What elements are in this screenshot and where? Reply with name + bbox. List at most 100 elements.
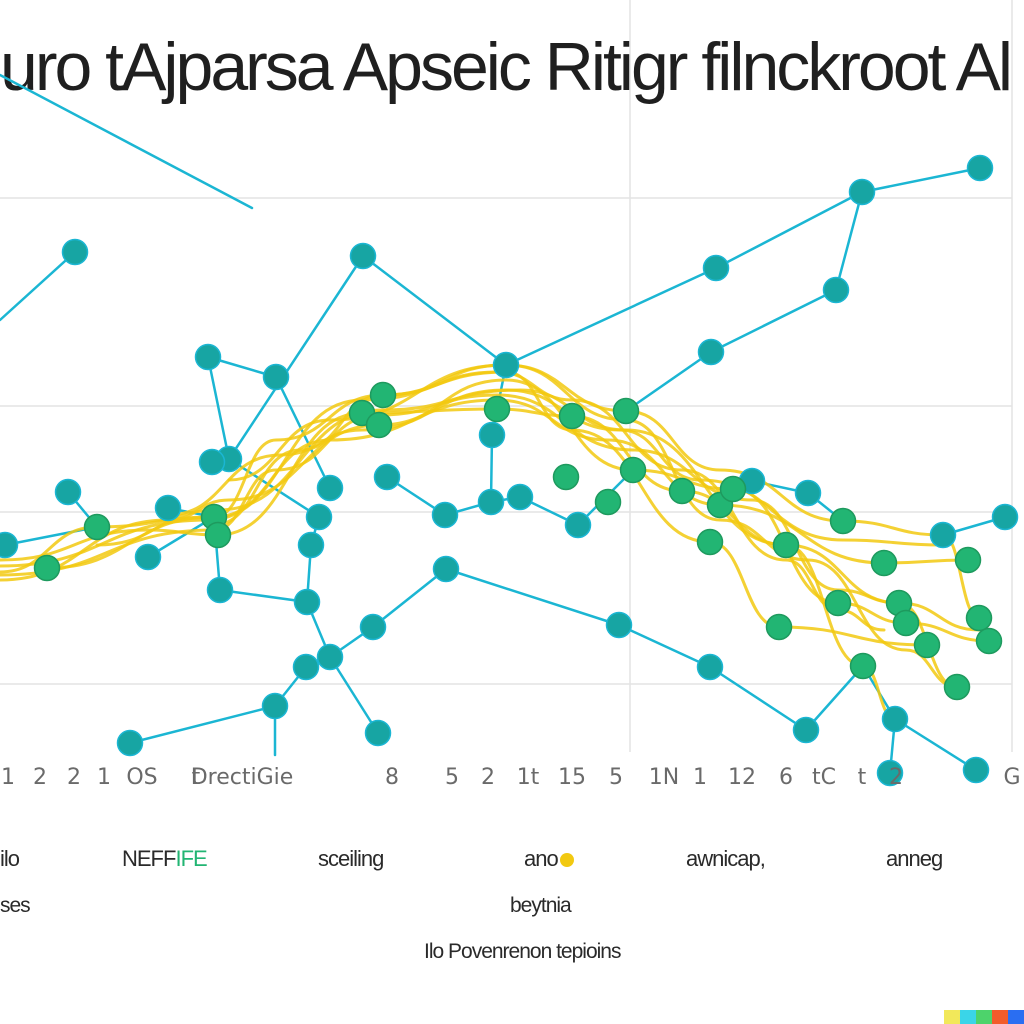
cyan-node	[297, 531, 325, 559]
green-node	[829, 507, 857, 535]
cyan-edge	[361, 254, 508, 367]
legend-item-4-label: ano	[524, 846, 559, 871]
legend-item-5: awnicap,	[686, 846, 766, 871]
cyan-edge	[708, 665, 808, 732]
x-tick-label: 1t	[517, 765, 540, 790]
legend-item-3: sceiling	[318, 846, 384, 871]
legend-item-6: anneg	[886, 846, 943, 871]
cyan-node	[431, 501, 459, 529]
cyan-node	[316, 643, 344, 671]
x-tick-label: 1	[693, 765, 707, 790]
green-node	[365, 411, 393, 439]
cyan-node	[492, 351, 520, 379]
cyan-node	[848, 178, 876, 206]
cyan-edge	[206, 355, 231, 461]
green-node	[696, 528, 724, 556]
green-node	[719, 475, 747, 503]
green-node	[892, 609, 920, 637]
cyan-edge	[227, 254, 365, 461]
green-nodes	[33, 381, 1003, 701]
cyan-edge	[834, 190, 864, 292]
cyan-edge	[617, 623, 712, 669]
x-tick-label: t	[858, 765, 867, 790]
green-node	[558, 402, 586, 430]
color-swatches	[944, 1010, 1024, 1024]
cyan-node	[206, 576, 234, 604]
legend-item-2-accent: IFE	[175, 846, 207, 871]
cyan-node	[794, 479, 822, 507]
cyan-edge	[328, 655, 380, 735]
legend-item-2-label: NEFF	[122, 846, 176, 871]
chart-footer: Ilo Povenrenon tepioins	[424, 940, 621, 963]
green-node	[612, 397, 640, 425]
x-tick-label: 2	[33, 765, 47, 790]
legend-item-1: ilo	[0, 846, 20, 871]
cyan-node	[359, 613, 387, 641]
x-tick-label: 5	[445, 765, 459, 790]
cyan-node	[0, 531, 19, 559]
cyan-node	[116, 729, 144, 757]
cyan-node	[134, 543, 162, 571]
cyan-edge	[714, 190, 864, 270]
cyan-edge	[504, 266, 718, 367]
cyan-edge	[0, 73, 254, 210]
cyan-node	[991, 503, 1019, 531]
swatch	[960, 1010, 976, 1024]
yellow-path	[166, 388, 945, 547]
x-tick-label: 15	[558, 765, 586, 790]
cyan-edge	[128, 704, 277, 745]
cyan-node	[61, 238, 89, 266]
cyan-node	[194, 343, 222, 371]
cyan-node	[564, 511, 592, 539]
yellow-path	[45, 398, 970, 570]
green-node	[954, 546, 982, 574]
cyan-node	[349, 242, 377, 270]
legend-item-2: NEFFIFE	[122, 846, 208, 872]
cyan-node	[373, 463, 401, 491]
green-node	[668, 477, 696, 505]
green-node	[33, 554, 61, 582]
green-node	[765, 613, 793, 641]
yellow-path	[0, 393, 981, 632]
x-tick-label: 1	[1, 765, 15, 790]
green-node	[870, 549, 898, 577]
cyan-edge	[804, 664, 865, 732]
cyan-edge	[709, 288, 838, 354]
cyan-node	[696, 653, 724, 681]
yellow-path	[0, 407, 959, 689]
x-tick-label: tC	[812, 765, 836, 790]
cyan-node	[292, 653, 320, 681]
legend-item-4: ano	[524, 846, 574, 872]
cyan-node	[198, 448, 226, 476]
cyan-edge	[893, 717, 978, 772]
cyan-edge	[860, 166, 982, 194]
cyan-edge	[624, 350, 713, 413]
cyan-node	[261, 692, 289, 720]
green-node	[594, 488, 622, 516]
x-tick-label: 2	[889, 765, 903, 790]
cyan-node	[364, 719, 392, 747]
swatch	[992, 1010, 1008, 1024]
cyan-node	[929, 521, 957, 549]
legend-sub-center: beytnia	[510, 894, 572, 917]
cyan-node	[305, 503, 333, 531]
legend-sub-left: ses	[0, 894, 31, 917]
cyan-node	[154, 494, 182, 522]
green-node	[83, 513, 111, 541]
cyan-node	[822, 276, 850, 304]
green-node	[772, 531, 800, 559]
cyan-edge	[0, 250, 77, 322]
swatch	[1008, 1010, 1024, 1024]
green-node	[483, 395, 511, 423]
cyan-node	[316, 474, 344, 502]
cyan-edge	[371, 567, 448, 629]
x-tick-label: 12	[728, 765, 756, 790]
cyan-node	[478, 421, 506, 449]
green-node	[619, 456, 647, 484]
x-tick-label: OS	[126, 765, 157, 790]
green-node	[369, 381, 397, 409]
green-node	[943, 673, 971, 701]
x-tick-label: G	[1003, 765, 1020, 790]
green-node	[913, 631, 941, 659]
